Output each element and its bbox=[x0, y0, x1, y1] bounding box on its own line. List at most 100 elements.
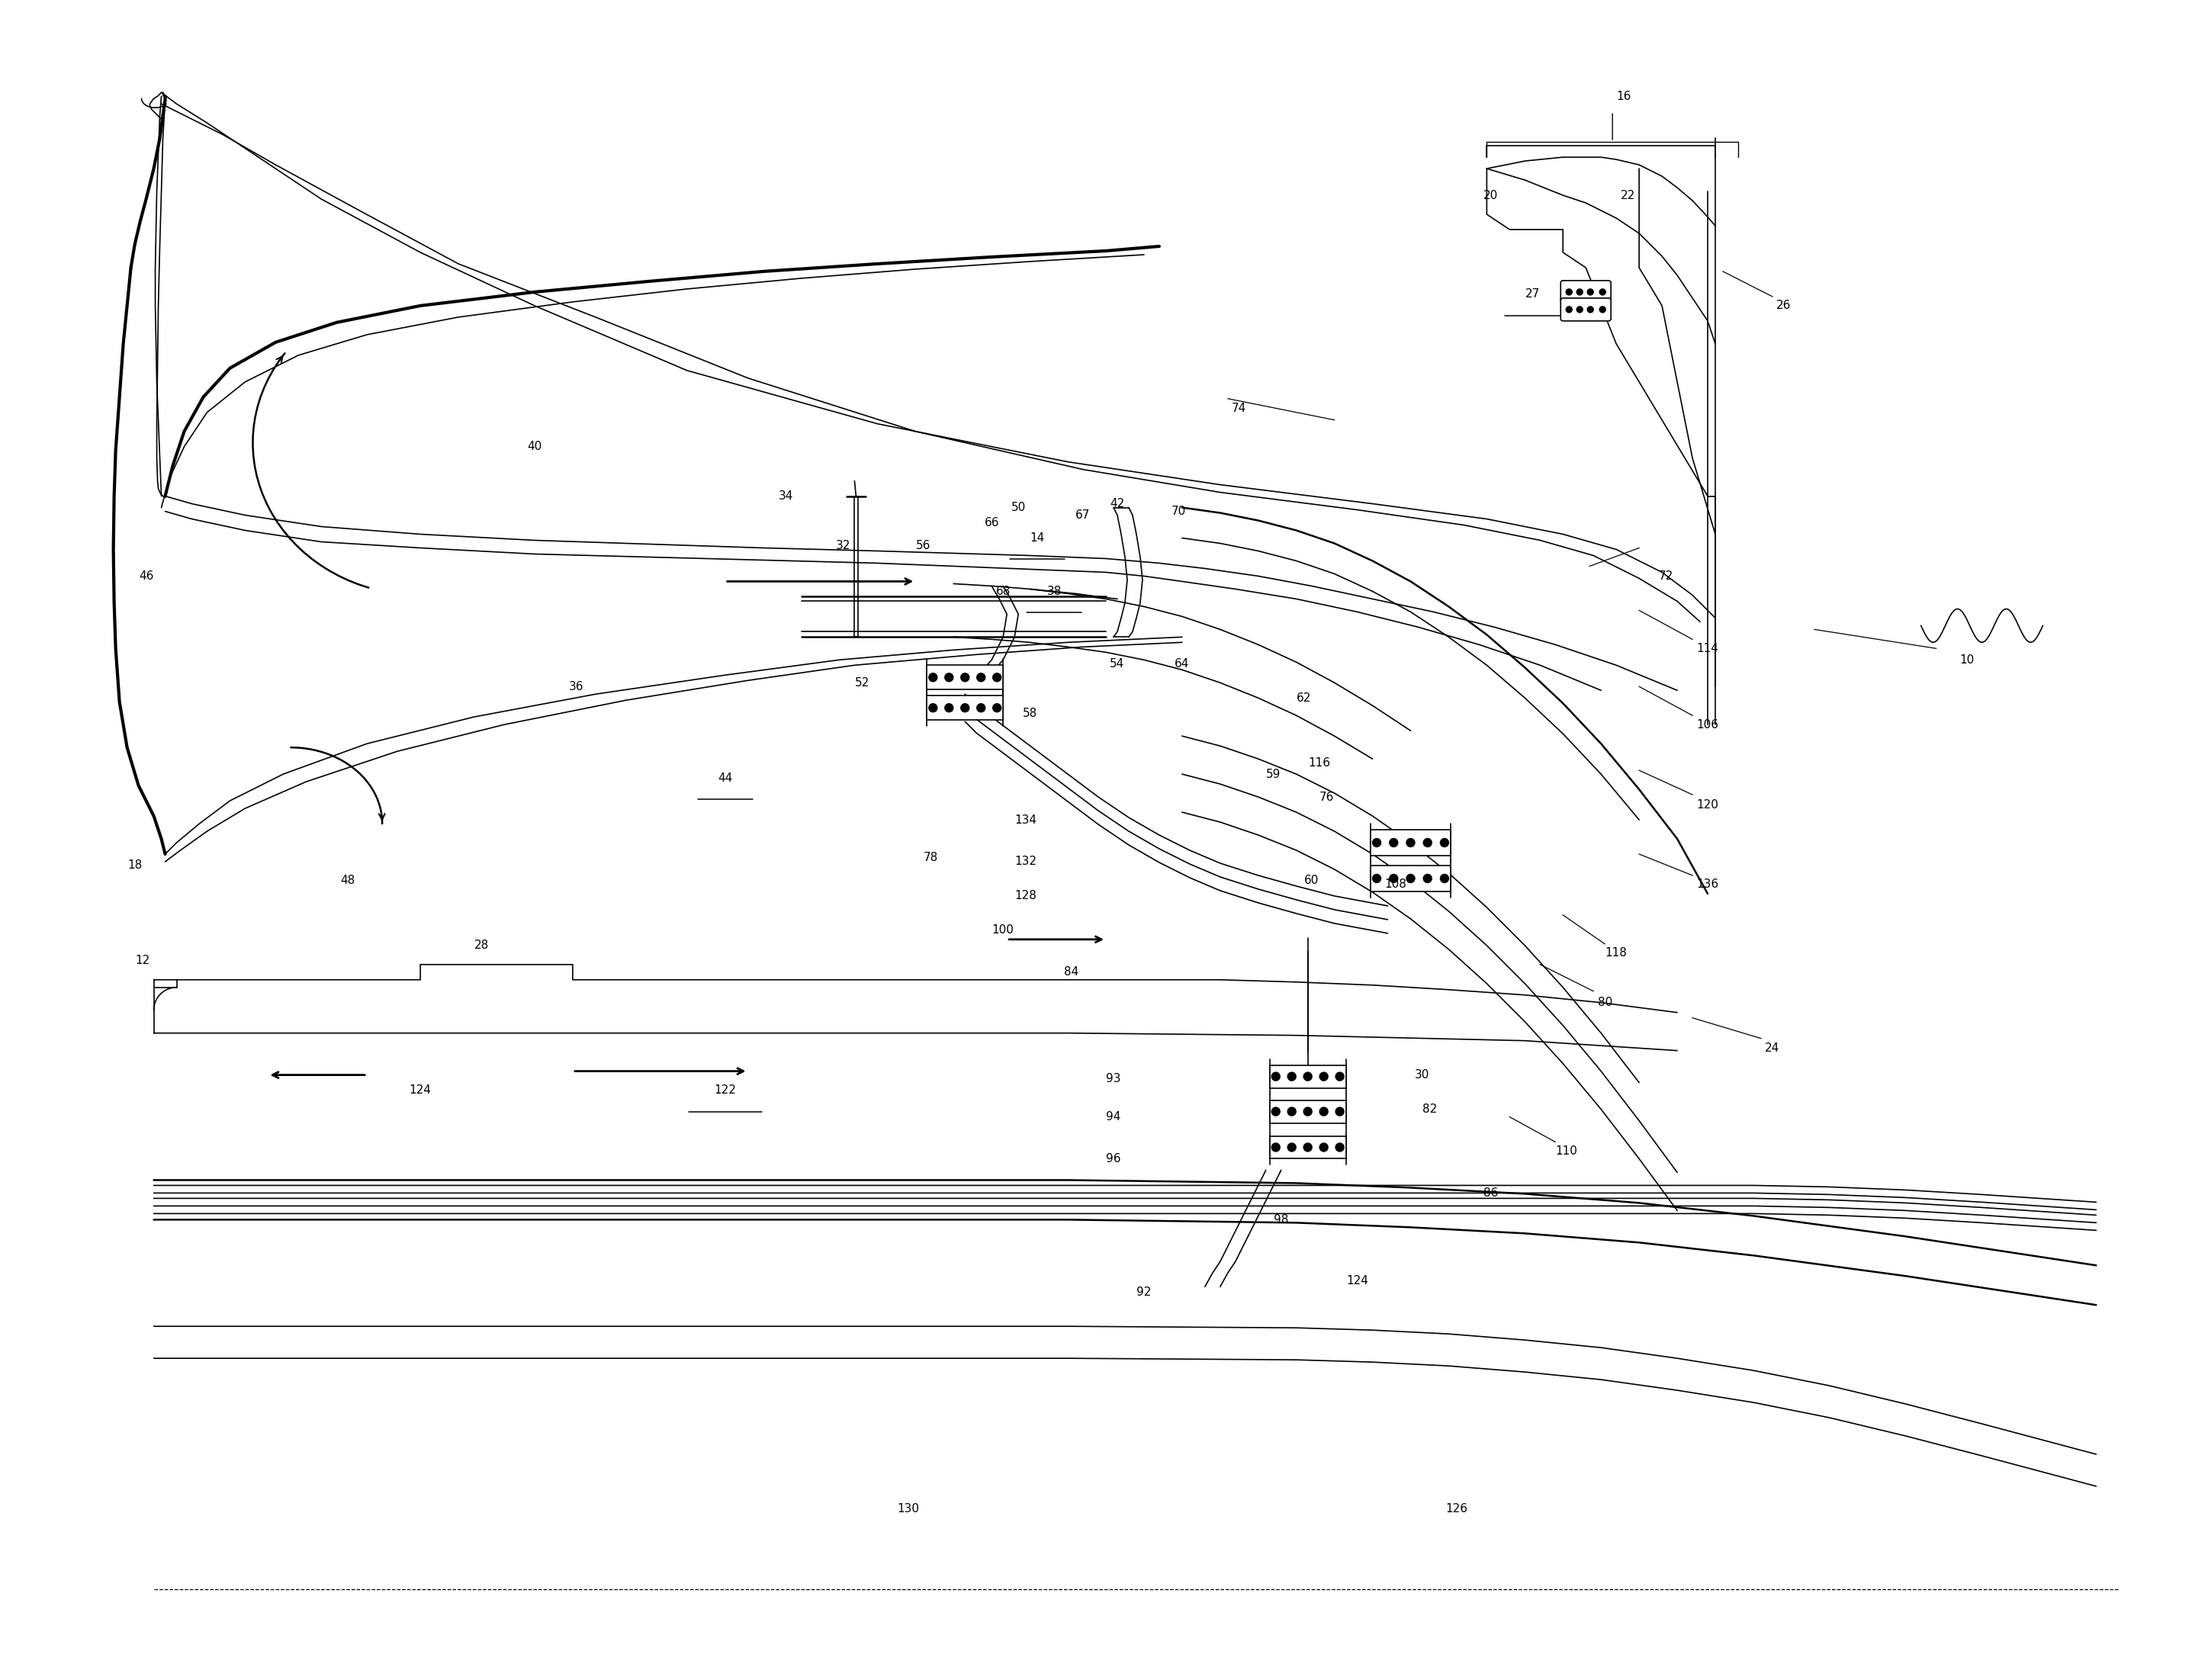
Circle shape bbox=[1406, 838, 1415, 847]
Text: 98: 98 bbox=[1274, 1215, 1289, 1225]
Circle shape bbox=[1272, 1142, 1281, 1151]
Text: 62: 62 bbox=[1296, 692, 1312, 704]
Text: 72: 72 bbox=[1658, 571, 1674, 581]
Circle shape bbox=[1336, 1107, 1345, 1116]
Text: 126: 126 bbox=[1446, 1504, 1468, 1515]
Circle shape bbox=[1406, 874, 1415, 882]
Text: 100: 100 bbox=[991, 924, 1013, 936]
Text: 132: 132 bbox=[1016, 857, 1038, 867]
Circle shape bbox=[1565, 289, 1572, 296]
Circle shape bbox=[994, 704, 1000, 712]
Text: 24: 24 bbox=[1764, 1043, 1780, 1053]
Text: 34: 34 bbox=[779, 491, 793, 502]
Circle shape bbox=[1287, 1107, 1296, 1116]
Text: 59: 59 bbox=[1265, 768, 1281, 780]
Text: 124: 124 bbox=[1347, 1275, 1369, 1287]
Text: 27: 27 bbox=[1526, 289, 1539, 301]
Text: 93: 93 bbox=[1106, 1074, 1122, 1085]
Bar bbox=[1270, 1100, 1347, 1122]
Text: 110: 110 bbox=[1557, 1146, 1579, 1158]
Circle shape bbox=[1303, 1107, 1312, 1116]
Circle shape bbox=[1303, 1142, 1312, 1151]
Text: 128: 128 bbox=[1016, 890, 1038, 902]
Circle shape bbox=[1599, 289, 1605, 296]
Circle shape bbox=[945, 674, 954, 682]
Text: 56: 56 bbox=[916, 539, 930, 551]
Circle shape bbox=[945, 704, 954, 712]
Circle shape bbox=[1287, 1072, 1296, 1080]
Text: 130: 130 bbox=[896, 1504, 919, 1515]
Text: 84: 84 bbox=[1064, 966, 1080, 978]
Circle shape bbox=[1565, 306, 1572, 312]
Circle shape bbox=[1373, 838, 1380, 847]
Text: 40: 40 bbox=[528, 440, 541, 452]
Text: 78: 78 bbox=[923, 852, 938, 864]
Text: 64: 64 bbox=[1175, 659, 1190, 669]
Circle shape bbox=[1588, 289, 1594, 296]
Text: 92: 92 bbox=[1137, 1287, 1150, 1297]
Text: 26: 26 bbox=[1777, 301, 1791, 311]
Text: 28: 28 bbox=[475, 939, 488, 951]
Circle shape bbox=[1287, 1142, 1296, 1151]
Text: 58: 58 bbox=[1022, 707, 1038, 719]
Circle shape bbox=[1336, 1142, 1345, 1151]
Circle shape bbox=[1303, 1072, 1312, 1080]
Circle shape bbox=[1272, 1107, 1281, 1116]
Text: 52: 52 bbox=[854, 677, 870, 689]
Text: 120: 120 bbox=[1696, 800, 1718, 810]
Text: 48: 48 bbox=[340, 875, 355, 887]
Text: 67: 67 bbox=[1075, 509, 1091, 521]
Text: 124: 124 bbox=[408, 1085, 431, 1095]
Circle shape bbox=[960, 704, 969, 712]
Text: 70: 70 bbox=[1170, 506, 1186, 517]
Text: 80: 80 bbox=[1599, 996, 1612, 1008]
Circle shape bbox=[930, 674, 936, 682]
Circle shape bbox=[1389, 874, 1398, 882]
Circle shape bbox=[1373, 874, 1380, 882]
Text: 22: 22 bbox=[1621, 190, 1636, 202]
Circle shape bbox=[960, 674, 969, 682]
Text: 82: 82 bbox=[1422, 1104, 1437, 1116]
Circle shape bbox=[994, 674, 1000, 682]
Circle shape bbox=[1599, 306, 1605, 312]
Bar bbox=[1371, 865, 1451, 892]
Text: 54: 54 bbox=[1111, 659, 1124, 669]
Circle shape bbox=[1272, 1072, 1281, 1080]
Text: 38: 38 bbox=[1047, 586, 1062, 596]
Circle shape bbox=[1336, 1072, 1345, 1080]
FancyBboxPatch shape bbox=[1561, 297, 1612, 321]
Circle shape bbox=[1389, 838, 1398, 847]
Circle shape bbox=[1320, 1142, 1327, 1151]
Circle shape bbox=[1577, 306, 1583, 312]
Text: 46: 46 bbox=[139, 571, 155, 581]
FancyBboxPatch shape bbox=[1561, 281, 1612, 304]
Text: 108: 108 bbox=[1384, 879, 1406, 890]
Text: 96: 96 bbox=[1106, 1152, 1122, 1164]
Bar bbox=[1371, 830, 1451, 855]
Bar bbox=[1270, 1065, 1347, 1089]
Bar bbox=[927, 665, 1002, 689]
Circle shape bbox=[1577, 289, 1583, 296]
Text: 74: 74 bbox=[1232, 403, 1248, 415]
Text: 50: 50 bbox=[1011, 502, 1027, 514]
Text: 16: 16 bbox=[1616, 91, 1632, 102]
Text: 42: 42 bbox=[1111, 497, 1124, 509]
Circle shape bbox=[1588, 306, 1594, 312]
Text: 12: 12 bbox=[135, 954, 150, 966]
Text: 30: 30 bbox=[1415, 1068, 1429, 1080]
Circle shape bbox=[1320, 1072, 1327, 1080]
Text: 10: 10 bbox=[1958, 654, 1974, 665]
Text: 66: 66 bbox=[985, 517, 998, 529]
Text: 76: 76 bbox=[1320, 791, 1334, 803]
Text: 118: 118 bbox=[1605, 948, 1627, 959]
Circle shape bbox=[930, 704, 936, 712]
Text: 106: 106 bbox=[1696, 719, 1718, 731]
Text: 44: 44 bbox=[718, 773, 733, 783]
Text: 86: 86 bbox=[1484, 1188, 1497, 1200]
Text: 114: 114 bbox=[1696, 643, 1718, 654]
Bar bbox=[1270, 1136, 1347, 1159]
Circle shape bbox=[1440, 838, 1448, 847]
Text: 36: 36 bbox=[570, 680, 583, 692]
Text: 136: 136 bbox=[1696, 879, 1718, 890]
Text: 116: 116 bbox=[1307, 758, 1329, 768]
